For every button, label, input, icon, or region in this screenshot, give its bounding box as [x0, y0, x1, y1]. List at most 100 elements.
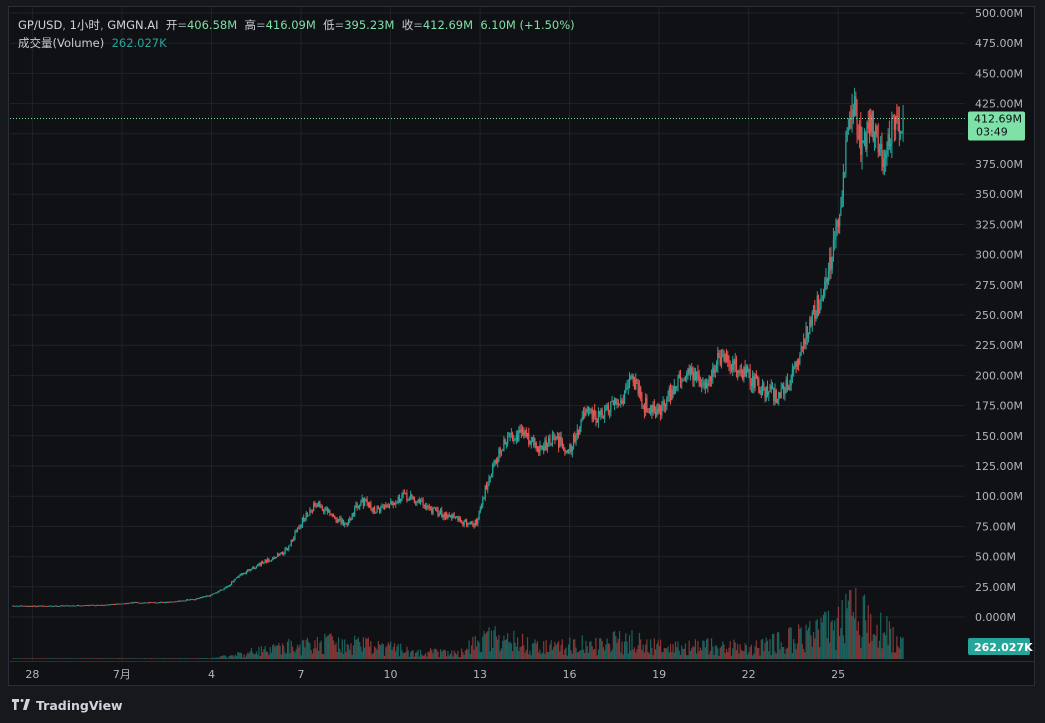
candle-body: [102, 605, 105, 606]
candle-body: [232, 581, 234, 583]
volume-bar: [83, 658, 85, 659]
volume-label[interactable]: 成交量(Volume): [18, 36, 105, 50]
volume-bar: [327, 635, 330, 659]
candle-body: [424, 505, 427, 509]
candle-body: [821, 297, 823, 299]
volume-bar: [657, 640, 659, 659]
candle-body: [369, 503, 371, 508]
volume-bar: [558, 641, 560, 659]
volume-bar: [696, 653, 698, 659]
candle-body: [902, 118, 904, 132]
symbol-label[interactable]: GP/USD: [18, 18, 63, 32]
tradingview-brand: TradingView: [36, 697, 123, 713]
volume-bar: [669, 643, 672, 659]
candle-body: [298, 528, 300, 529]
candle-body: [442, 514, 444, 517]
last-price-tag[interactable]: [968, 111, 1025, 141]
volume-bar: [132, 658, 134, 659]
volume-bar: [284, 652, 286, 659]
candle-body: [121, 603, 123, 605]
volume-bar: [104, 658, 106, 659]
volume-bar: [739, 644, 741, 659]
volume-bar: [781, 646, 784, 659]
candle-body: [462, 522, 464, 525]
volume-bar: [238, 652, 240, 659]
volume-bar: [563, 654, 565, 659]
volume-bar: [252, 652, 254, 659]
candle-body: [315, 504, 317, 506]
candle-body: [410, 494, 412, 498]
volume-bar: [858, 634, 861, 659]
volume-bar: [516, 637, 519, 659]
volume-bar: [737, 643, 739, 659]
volume-bar: [76, 658, 78, 659]
tradingview-footer[interactable]: TradingView: [12, 696, 123, 714]
open-value: 406.58M: [186, 18, 238, 32]
volume-bar: [360, 646, 362, 659]
volume-bar: [140, 658, 142, 659]
low-label: 低: [323, 18, 335, 32]
volume-bar: [771, 633, 774, 659]
volume-bar: [326, 635, 328, 659]
candle-body: [346, 523, 348, 526]
candle-body: [34, 605, 36, 607]
price-tick-label: 150.00M: [975, 430, 1023, 443]
volume-bar: [390, 641, 392, 659]
volume-bar: [426, 656, 428, 659]
candle-body: [494, 460, 496, 464]
volume-bar: [126, 658, 128, 659]
candle-body: [212, 593, 214, 595]
candle-body: [278, 554, 280, 556]
volume-bar: [446, 656, 448, 659]
candle-body: [896, 115, 898, 120]
candle-body: [171, 601, 173, 603]
candle-body: [53, 606, 55, 607]
volume-bar: [392, 647, 394, 659]
volume-bar: [325, 637, 327, 659]
volume-bar: [255, 651, 258, 659]
chart-panel[interactable]: [8, 6, 1035, 686]
volume-bar: [161, 658, 163, 659]
volume-bar: [519, 647, 521, 659]
candle-body: [451, 515, 453, 518]
volume-bar: [235, 655, 238, 659]
candle-body: [609, 412, 611, 413]
volume-bar: [715, 645, 718, 659]
candle-body: [316, 505, 318, 507]
candle-body: [748, 369, 750, 371]
candle-body: [366, 499, 368, 503]
volume-bar: [607, 643, 609, 659]
volume-bar: [693, 646, 695, 659]
volume-bar: [589, 641, 591, 659]
volume-bar: [867, 605, 869, 659]
volume-tag[interactable]: [968, 638, 1030, 655]
candle-body: [866, 122, 868, 150]
exchange-label[interactable]: GMGN.AI: [107, 18, 159, 32]
candle-body: [674, 386, 677, 388]
price-tick-label: 425.00M: [975, 98, 1023, 111]
interval-label[interactable]: 1小时: [69, 18, 100, 32]
volume-bar: [645, 644, 647, 659]
volume-bar: [779, 649, 781, 659]
candle-body: [334, 516, 336, 519]
volume-bar: [259, 656, 261, 659]
volume-bar: [184, 658, 187, 659]
volume-bar: [191, 658, 193, 659]
candle-body: [678, 373, 680, 379]
candle-body: [710, 376, 713, 381]
volume-bar: [566, 655, 568, 659]
volume-bar: [564, 649, 566, 659]
candle-body: [642, 405, 644, 406]
candle-body: [347, 520, 350, 526]
volume-bar: [641, 649, 643, 659]
time-tick-label: 13: [473, 668, 487, 681]
volume-bar: [204, 658, 207, 659]
volume-bar: [479, 651, 481, 659]
volume-legend[interactable]: 成交量(Volume) 262.027K: [18, 35, 167, 51]
candle-body: [602, 417, 604, 419]
volume-bar: [484, 633, 486, 659]
volume-bar: [494, 626, 496, 659]
volume-bar: [842, 635, 844, 659]
candle-body: [106, 604, 108, 606]
